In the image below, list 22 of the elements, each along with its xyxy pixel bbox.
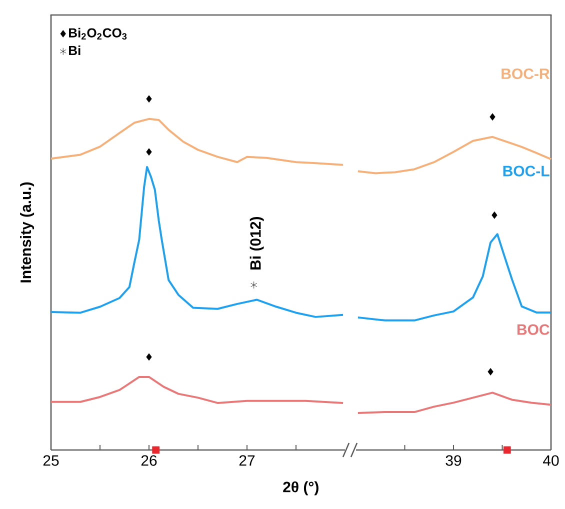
point	[250, 281, 258, 289]
legend-label: Bi	[69, 46, 80, 55]
y-axis-title: Intensity (a.u.)	[20, 182, 34, 282]
point	[146, 353, 152, 361]
x-tick-label: 26	[141, 455, 157, 466]
point	[503, 446, 511, 454]
point	[492, 211, 498, 219]
x-tick-label: 39	[446, 455, 462, 466]
x-axis-title: 2θ (°)	[283, 481, 318, 496]
point	[488, 368, 494, 376]
legend-label: Bi$_{2}$O$_{2}$CO$_{3}$	[69, 28, 127, 40]
text: BOC	[517, 324, 550, 335]
point	[152, 446, 160, 454]
annotation: Bi (012)	[250, 217, 264, 270]
text: BOC-L	[503, 166, 550, 176]
x-tick-label: 27	[239, 455, 255, 466]
point	[490, 113, 496, 121]
point	[146, 148, 152, 156]
x-tick-label: 40	[543, 455, 559, 466]
x-tick-label: 25	[43, 455, 59, 466]
text: BOC-R	[502, 68, 550, 80]
point	[146, 95, 152, 103]
